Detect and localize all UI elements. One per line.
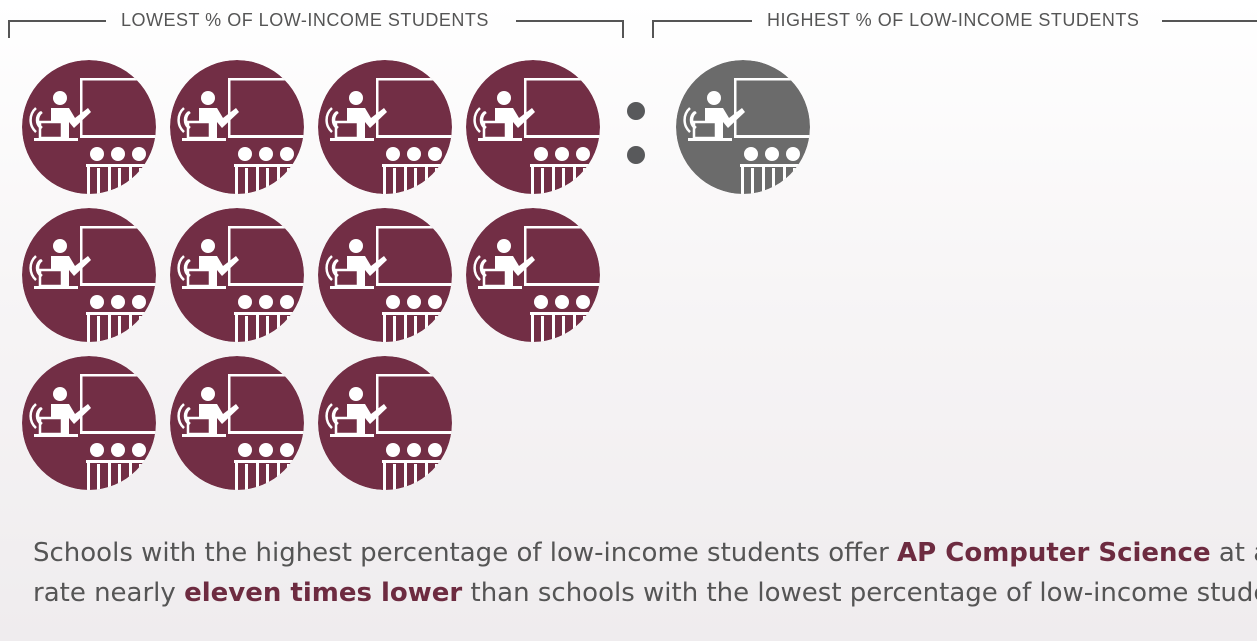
teacher-presenting-to-class-icon [318,208,452,342]
lowest-group-label: LOWEST % OF LOW-INCOME STUDENTS [121,10,489,30]
bracket-right-line [1162,20,1257,22]
teacher-presenting-to-class-icon [170,356,304,490]
bracket-left-tick [652,20,654,38]
caption-emphasis: AP Computer Science [897,538,1211,568]
bracket-left-tick [8,20,10,38]
teacher-presenting-to-class-icon [22,208,156,342]
teacher-presenting-to-class-icon [318,356,452,490]
bracket-right-tick [622,20,624,38]
caption-line-1: Schools with the highest percentage of l… [33,533,1257,573]
caption-text: at a [1218,538,1257,568]
lowest-group-header: LOWEST % OF LOW-INCOME STUDENTS [8,8,626,40]
bracket-left-line [652,20,752,22]
teacher-presenting-to-class-icon [170,60,304,194]
bracket-right-line [516,20,624,22]
caption-text: than schools with the lowest percentage … [462,578,1257,608]
teacher-presenting-to-class-icon [318,60,452,194]
caption-text: rate nearly [33,578,185,608]
teacher-presenting-to-class-icon [170,208,304,342]
bracket-left-line [8,20,106,22]
ratio-dot-top [627,102,645,120]
caption-emphasis: eleven times lower [184,578,463,608]
teacher-presenting-to-class-icon [466,208,600,342]
teacher-presenting-to-class-icon [22,60,156,194]
teacher-presenting-to-class-icon [466,60,600,194]
caption-text: Schools with the highest percentage of l… [33,538,898,568]
teacher-presenting-to-class-icon [22,356,156,490]
highest-group-label: HIGHEST % OF LOW-INCOME STUDENTS [767,10,1140,30]
highest-group-header: HIGHEST % OF LOW-INCOME STUDENTS [652,8,1257,40]
ratio-dot-bottom [627,146,645,164]
caption-line-2: rate nearly eleven times lower than scho… [33,573,1257,613]
teacher-presenting-to-class-icon [676,60,810,194]
caption: Schools with the highest percentage of l… [33,533,1257,613]
